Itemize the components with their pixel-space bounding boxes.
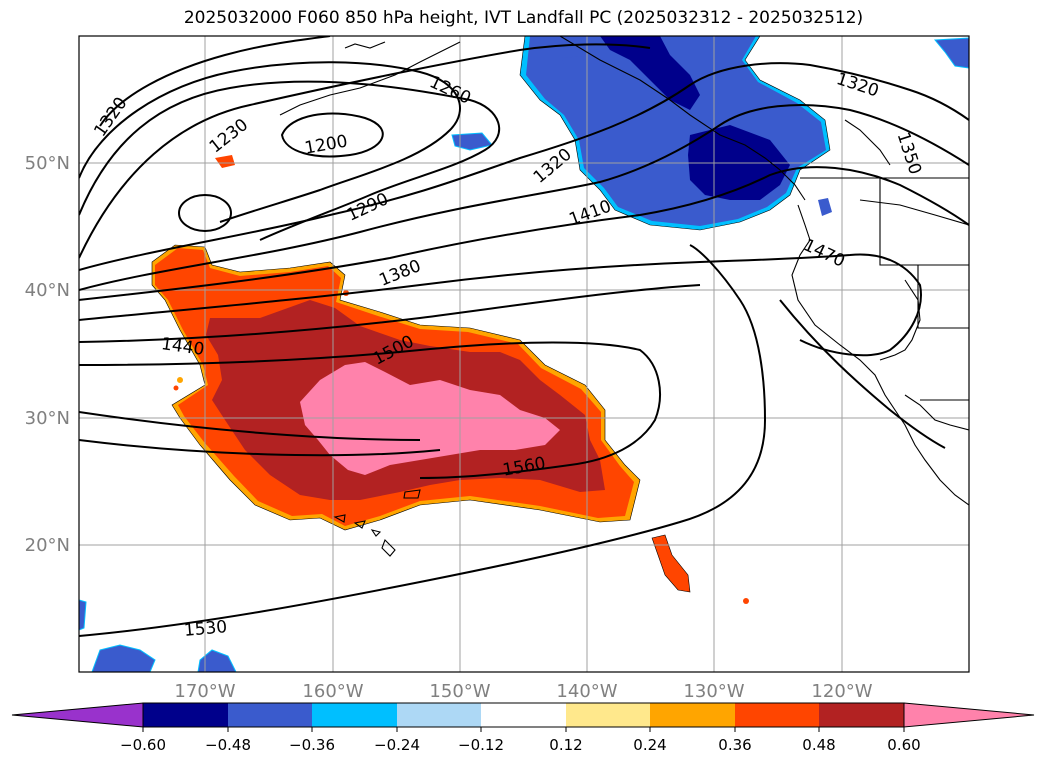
colorbar-segment: [566, 703, 650, 727]
map-title: 2025032000 F060 850 hPa height, IVT Land…: [183, 8, 864, 28]
lon-tick-label: 160°W: [302, 681, 363, 702]
lat-tick-label: 40°N: [25, 280, 70, 301]
lat-tick-label: 50°N: [25, 153, 70, 174]
colorbar-segment: [819, 703, 904, 727]
colorbar-segment: [228, 703, 312, 727]
colorbar-segment: [650, 703, 735, 727]
lon-tick-label: 130°W: [683, 681, 744, 702]
colorbar-segment: [481, 703, 566, 727]
colorbar-tick-label: −0.60: [120, 736, 166, 754]
colorbar-tick-label: 0.36: [718, 736, 751, 754]
lon-tick-label: 120°W: [811, 681, 872, 702]
colorbar-tick-label: −0.48: [205, 736, 251, 754]
colorbar-tick-label: −0.36: [289, 736, 335, 754]
contour-label: 1530: [183, 617, 228, 641]
positive-ivt-region: [151, 155, 749, 604]
map-panel: 1320 1230 1260 1200 1290 1320 1410 1320 …: [79, 36, 969, 672]
map-frame: [78, 35, 970, 673]
colorbar-tick-label: −0.12: [458, 736, 504, 754]
colorbar-extend-high: [903, 702, 1035, 728]
colorbar-tick-label: 0.12: [549, 736, 582, 754]
colorbar-extend-low: [11, 702, 144, 728]
colorbar-tick-label: −0.24: [374, 736, 420, 754]
colorbar-tick-label: 0.60: [887, 736, 920, 754]
lon-tick-labels: 170°W 160°W 150°W 140°W 130°W 120°W: [174, 681, 872, 702]
colorbar-tick-label: 0.24: [633, 736, 666, 754]
colorbar-segment: [397, 703, 481, 727]
colorbar-segment: [735, 703, 819, 727]
colorbar-segment: [143, 703, 228, 727]
lon-tick-label: 140°W: [556, 681, 617, 702]
height-contours: [79, 36, 969, 637]
colorbar: −0.60 −0.48 −0.36 −0.24 −0.12 0.12 0.24 …: [11, 702, 1035, 754]
lon-tick-label: 170°W: [174, 681, 235, 702]
colorbar-tick-label: 0.48: [802, 736, 835, 754]
lat-tick-labels: 20°N 30°N 40°N 50°N: [25, 153, 70, 556]
lat-tick-label: 20°N: [25, 535, 70, 556]
lat-tick-label: 30°N: [25, 408, 70, 429]
colorbar-segment: [312, 703, 397, 727]
lon-tick-label: 150°W: [429, 681, 490, 702]
